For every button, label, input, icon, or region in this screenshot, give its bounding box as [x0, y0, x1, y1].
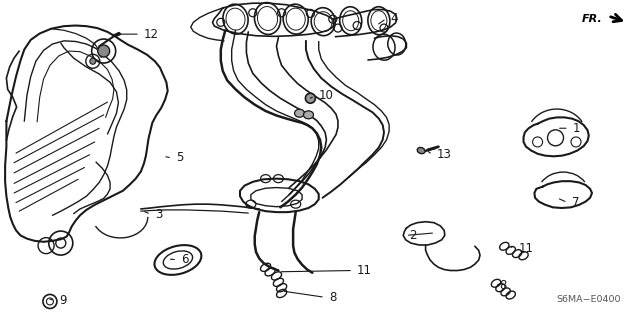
Text: 9: 9	[59, 294, 67, 307]
Text: 6: 6	[181, 253, 189, 266]
Text: 7: 7	[572, 196, 579, 209]
Text: 2: 2	[410, 229, 417, 242]
Ellipse shape	[294, 109, 305, 117]
Ellipse shape	[417, 147, 425, 154]
Text: 13: 13	[436, 148, 451, 161]
Ellipse shape	[303, 111, 314, 119]
Text: 3: 3	[155, 208, 163, 221]
Text: S6MA−E0400: S6MA−E0400	[557, 295, 621, 304]
Text: 11: 11	[518, 242, 533, 255]
Ellipse shape	[305, 93, 316, 103]
Circle shape	[90, 58, 96, 64]
Text: 12: 12	[144, 28, 159, 41]
Text: 5: 5	[176, 152, 184, 164]
Text: 11: 11	[357, 264, 372, 277]
Text: 1: 1	[573, 122, 580, 135]
Text: 8: 8	[329, 291, 337, 304]
Text: FR.: FR.	[582, 14, 603, 24]
Circle shape	[98, 45, 109, 57]
Text: 4: 4	[390, 12, 398, 25]
Text: 8: 8	[499, 279, 507, 292]
Text: 10: 10	[319, 89, 333, 102]
